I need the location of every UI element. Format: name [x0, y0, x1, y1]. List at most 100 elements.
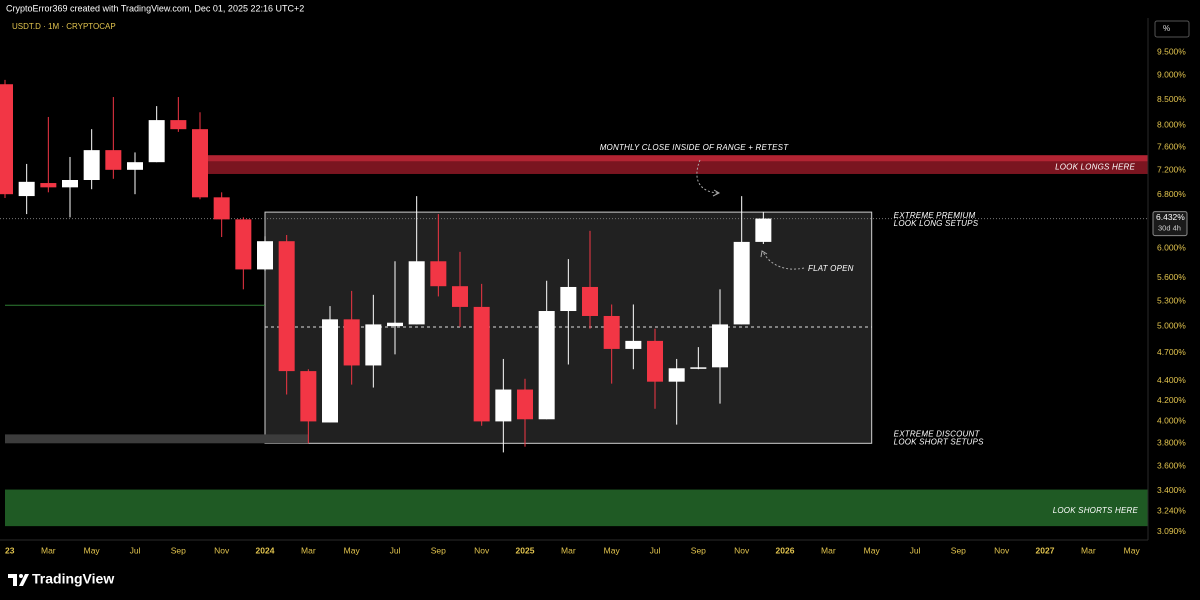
range-label: LOOK SHORT SETUPS	[894, 437, 984, 446]
x-tick-label: May	[84, 545, 101, 555]
candle-body	[105, 150, 122, 170]
arrow	[696, 159, 719, 194]
y-tick-label: 8.500%	[1157, 94, 1186, 104]
candle-body	[83, 150, 100, 181]
candles	[0, 79, 772, 453]
x-tick-label: Mar	[1081, 545, 1096, 555]
x-tick-label: Mar	[821, 545, 836, 555]
x-tick-label: 23	[5, 545, 15, 555]
x-tick-label: Sep	[171, 545, 186, 555]
strip	[5, 434, 309, 444]
y-tick-label: 3.600%	[1157, 461, 1186, 471]
y-tick-label: 5.300%	[1157, 295, 1186, 305]
range-label: EXTREME DISCOUNT	[894, 429, 981, 438]
x-tick-label: May	[864, 545, 881, 555]
candle-body	[408, 261, 425, 325]
candle-body	[213, 197, 230, 220]
candle-body	[300, 371, 317, 422]
y-tick-label: 6.800%	[1157, 189, 1186, 199]
candle-body	[625, 340, 642, 349]
last-price-box	[1152, 211, 1188, 237]
logo-icon	[19, 574, 23, 578]
logo-text: TradingView	[32, 571, 114, 587]
candle-body	[365, 324, 382, 366]
candle-body	[148, 120, 165, 163]
candle-body	[62, 180, 79, 188]
y-tick-label: 3.090%	[1157, 526, 1186, 536]
x-tick-label: Mar	[561, 545, 576, 555]
y-tick-label: 3.400%	[1157, 485, 1186, 495]
x-tick-label: 2025	[516, 545, 535, 555]
candle-body	[495, 389, 512, 422]
candle-body	[733, 241, 750, 325]
candle-body	[18, 181, 35, 197]
candle-body	[278, 241, 295, 372]
annotation: FLAT OPEN	[808, 264, 854, 273]
candle-body	[690, 367, 707, 369]
candle-body	[192, 129, 209, 198]
candle-body	[603, 315, 620, 349]
symbol-title: USDT.D · 1M · CRYPTOCAP	[12, 22, 116, 31]
y-tick-label: 9.000%	[1157, 69, 1186, 79]
arrow	[762, 251, 805, 270]
range-label: LOOK LONG SETUPS	[894, 219, 979, 228]
unit-button-frame[interactable]	[1154, 20, 1190, 38]
last-price-label: 6.432%	[1156, 212, 1185, 222]
candle-body	[387, 322, 404, 327]
x-tick-label: Jul	[390, 545, 401, 555]
candle-body	[668, 368, 685, 382]
candle-body	[755, 218, 772, 242]
footer	[0, 562, 1200, 600]
x-tick-label: Sep	[951, 545, 966, 555]
y-tick-label: 4.400%	[1157, 375, 1186, 385]
y-tick-label: 4.000%	[1157, 416, 1186, 426]
candle-body	[127, 162, 144, 170]
countdown: 30d 4h	[1158, 224, 1181, 233]
y-tick-label: 6.000%	[1157, 243, 1186, 253]
y-tick-label: 8.000%	[1157, 120, 1186, 130]
unit-button[interactable]: %	[1163, 24, 1170, 33]
y-tick-label: 9.500%	[1157, 46, 1186, 56]
range-label: EXTREME PREMIUM	[894, 211, 976, 220]
y-tick-label: 5.600%	[1157, 272, 1186, 282]
y-tick-label: 4.700%	[1157, 347, 1186, 357]
x-tick-label: Mar	[41, 545, 56, 555]
candle-body	[473, 306, 490, 422]
annotation: MONTHLY CLOSE INSIDE OF RANGE + RETEST	[600, 143, 790, 152]
x-tick-label: Mar	[301, 545, 316, 555]
x-tick-label: Jul	[910, 545, 921, 555]
zone-label: LOOK LONGS HERE	[1055, 163, 1135, 172]
x-tick-label: May	[1124, 545, 1141, 555]
x-tick-label: Nov	[474, 545, 490, 555]
x-tick-label: Nov	[734, 545, 750, 555]
x-tick-label: Nov	[214, 545, 230, 555]
zone-label: LOOK SHORTS HERE	[1053, 506, 1139, 515]
candle-body	[647, 340, 664, 382]
x-tick-label: 2024	[256, 545, 275, 555]
candle-body	[40, 183, 57, 188]
candle-body	[257, 241, 274, 270]
y-tick-label: 7.200%	[1157, 165, 1186, 175]
candle-body	[322, 319, 339, 423]
x-tick-label: 2026	[776, 545, 795, 555]
long-zone-edge	[208, 155, 1148, 162]
y-tick-label: 3.240%	[1157, 506, 1186, 516]
arrow-head	[760, 250, 768, 258]
y-tick-label: 3.800%	[1157, 438, 1186, 448]
y-tick-label: 5.000%	[1157, 320, 1186, 330]
x-tick-label: Jul	[650, 545, 661, 555]
x-tick-label: May	[344, 545, 361, 555]
x-tick-label: Sep	[691, 545, 706, 555]
y-tick-label: 7.600%	[1157, 142, 1186, 152]
x-tick-label: 2027	[1036, 545, 1055, 555]
candle-body	[517, 389, 534, 420]
candle-body	[560, 286, 577, 312]
x-tick-label: Nov	[994, 545, 1010, 555]
arrow-head	[712, 189, 721, 197]
short-zone	[5, 489, 1148, 527]
candle-body	[712, 324, 729, 368]
labels: LOOK LONGS HERE LOOK SHORTS HERE EXTREME P…	[5, 46, 1188, 555]
logo-icon	[8, 574, 29, 586]
